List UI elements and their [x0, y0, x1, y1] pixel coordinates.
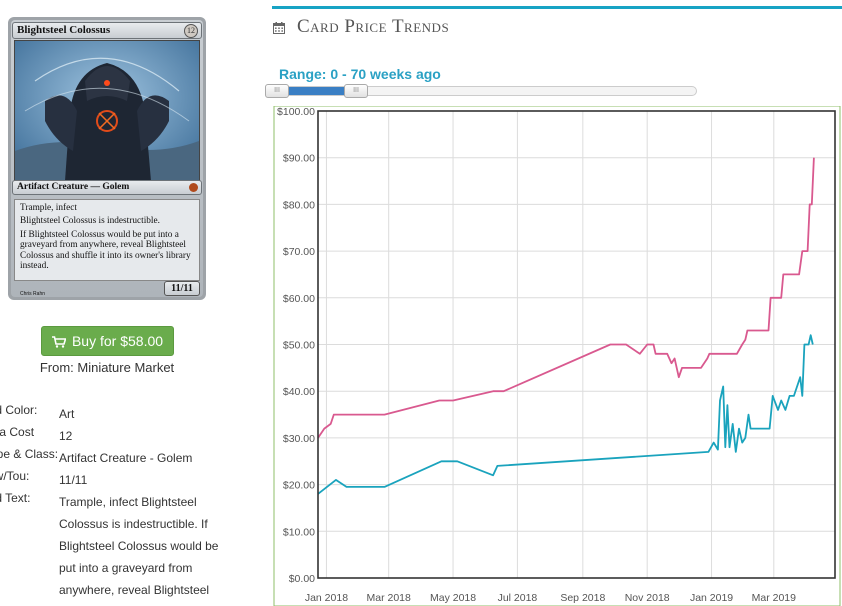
- y-tick-label: $100.00: [277, 106, 315, 118]
- y-tick-label: $50.00: [283, 340, 315, 352]
- range-slider-selection: [276, 87, 354, 95]
- chart-y-axis: $0.00 $10.00 $20.00 $30.00 $40.00 $50.00 $60.0…: [277, 106, 315, 585]
- x-tick-label: Nov 2018: [625, 592, 670, 604]
- card-title-bar: Blightsteel Colossus 12: [12, 22, 202, 39]
- range-label: Range: 0 - 70 weeks ago: [279, 66, 441, 82]
- x-tick-label: Jul 2018: [498, 592, 538, 604]
- card-image: Blightsteel Colossus 12 Artifact Creatur…: [8, 17, 206, 300]
- section-title: Card Price Trends: [297, 16, 450, 37]
- x-tick-label: Sep 2018: [560, 592, 605, 604]
- x-tick-label: Jan 2019: [690, 592, 733, 604]
- series-line-low: [317, 334, 814, 495]
- range-handle-start[interactable]: III: [265, 84, 289, 98]
- seller-source: From: Miniature Market: [39, 360, 175, 375]
- card-rules-text: Trample, infect Blightsteel Colossus is …: [14, 199, 200, 281]
- y-tick-label: $60.00: [283, 293, 315, 305]
- calendar-icon: [273, 22, 285, 34]
- card-rules-line: Trample, infect: [20, 203, 77, 213]
- chart-series: [317, 157, 815, 495]
- x-tick-label: Jan 2018: [305, 592, 348, 604]
- detail-label: Pow/Tou:: [0, 469, 30, 483]
- range-handle-end[interactable]: III: [344, 84, 368, 98]
- x-tick-label: Mar 2019: [752, 592, 797, 604]
- plot-area-border: [317, 110, 836, 579]
- y-tick-label: $40.00: [283, 386, 315, 398]
- card-type-bar: Artifact Creature — Golem: [12, 180, 202, 195]
- detail-value: Artifact Creature - Golem: [59, 451, 193, 465]
- card-rules-line: Blightsteel Colossus is indestructible.: [20, 216, 160, 227]
- buy-button-label: Buy for $58.00: [71, 333, 164, 349]
- shopping-cart-icon: [51, 335, 67, 348]
- detail-value: 11/11: [59, 473, 88, 487]
- section-top-rule: [272, 6, 842, 9]
- detail-value: Art: [59, 407, 75, 421]
- mana-symbol: 12: [184, 24, 198, 38]
- detail-label: Card Text:: [0, 491, 31, 505]
- y-tick-label: $20.00: [283, 480, 315, 492]
- detail-label: Type & Class:: [0, 447, 59, 461]
- card-artist: Chris Rahn: [20, 291, 46, 297]
- detail-label: Mana Cost: [0, 425, 35, 439]
- chart-outer-border: [273, 106, 841, 606]
- detail-value: Trample, infect Blightsteel Colossus is …: [59, 495, 219, 597]
- chart-grid: [318, 110, 835, 579]
- price-trend-chart: $0.00 $10.00 $20.00 $30.00 $40.00 $50.00 $60.0…: [273, 106, 841, 606]
- detail-value: 12: [59, 429, 73, 443]
- chart-x-axis: Jan 2018 Mar 2018 May 2018 Jul 2018 Sep 2018…: [305, 592, 796, 604]
- detail-label: Card Color:: [0, 403, 38, 417]
- x-tick-label: May 2018: [430, 592, 476, 604]
- y-tick-label: $30.00: [283, 433, 315, 445]
- y-tick-label: $70.00: [283, 246, 315, 258]
- y-tick-label: $0.00: [289, 573, 315, 585]
- card-power-toughness: 11/11: [164, 281, 200, 296]
- card-type-line: Artifact Creature — Golem: [17, 182, 130, 192]
- y-tick-label: $80.00: [283, 199, 315, 211]
- x-tick-label: Mar 2018: [367, 592, 412, 604]
- card-name: Blightsteel Colossus: [17, 24, 111, 36]
- set-symbol-icon: [189, 183, 198, 192]
- y-tick-label: $90.00: [283, 153, 315, 165]
- card-rules-line: If Blightsteel Colossus would be put int…: [20, 229, 191, 272]
- series-line-high: [317, 157, 815, 439]
- buy-button[interactable]: Buy for $58.00: [41, 326, 174, 356]
- card-art: [14, 40, 200, 182]
- y-tick-label: $10.00: [283, 526, 315, 538]
